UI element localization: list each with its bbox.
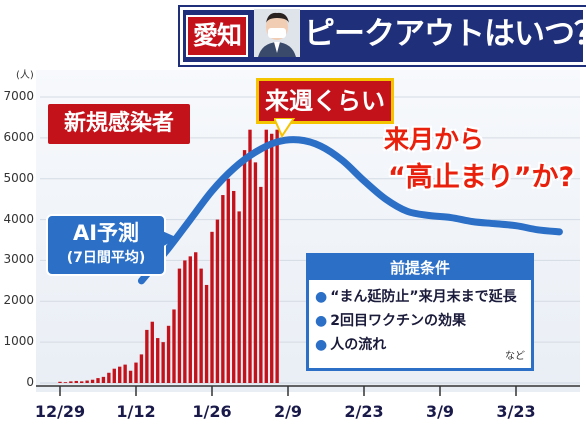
ai-subtitle: (7日間平均) (66, 250, 146, 266)
case-bar (166, 325, 171, 383)
case-bar (204, 284, 209, 383)
case-bar (253, 162, 258, 383)
condition-text: 人の流れ (330, 337, 387, 353)
case-bar (161, 342, 165, 383)
y-tick-label: 4000 (3, 211, 34, 226)
condition-item: ● 人の流れ (315, 337, 387, 353)
case-bar (242, 150, 247, 383)
case-bar (275, 129, 279, 383)
case-bar (150, 321, 154, 383)
case-bar (96, 378, 100, 383)
y-unit: (人) (16, 70, 34, 81)
x-tick-label: 2/23 (344, 402, 384, 421)
x-tick-label: 2/9 (273, 402, 303, 421)
case-bar (101, 376, 106, 383)
case-bar (118, 366, 122, 383)
case-bar (259, 186, 263, 383)
ai-title: AI予測 (72, 221, 140, 245)
y-tick-label: 2000 (3, 293, 34, 308)
condition-text: 2回目ワクチンの効果 (330, 313, 466, 329)
case-bar (248, 129, 252, 383)
case-bar (199, 268, 203, 383)
case-bar (80, 381, 84, 383)
case-bar (221, 195, 225, 383)
page-title: ピークアウトはいつ？ (304, 16, 586, 52)
case-bar (194, 252, 198, 383)
y-tick-label: 5000 (3, 170, 34, 185)
peak-callout-pointer (274, 118, 296, 138)
next-month-text: 来月から (384, 125, 485, 154)
x-tick-label: 12/29 (34, 402, 86, 421)
x-tick-label: 1/12 (116, 402, 156, 421)
condition-item: ● “まん延防止”来月末まで延長 (315, 289, 517, 305)
region-badge: 愛知 (186, 15, 248, 57)
conditions-etc: など (505, 351, 525, 362)
case-bar (215, 219, 220, 383)
case-bar (69, 381, 73, 383)
y-tick-label: 1000 (3, 334, 34, 349)
case-bar (270, 133, 274, 383)
y-tick-label: 7000 (3, 89, 34, 103)
ai-prediction-line (137, 136, 563, 285)
case-bar (134, 362, 138, 383)
x-tick-label: 3/9 (425, 402, 455, 421)
condition-text: “まん延防止”来月末まで延長 (330, 289, 517, 305)
condition-item: ● 2回目ワクチンの効果 (315, 313, 466, 329)
case-bar (156, 338, 160, 383)
x-tick-label: 1/26 (192, 402, 232, 421)
y-tick-label: 3000 (3, 252, 34, 267)
ai-prediction-label: AI予測 (7日間平均) (46, 214, 166, 276)
case-bar (63, 382, 68, 383)
case-bar (226, 178, 230, 383)
case-bar (112, 368, 116, 383)
case-bar (188, 256, 192, 383)
plateau-text: “高止まり”か? (388, 162, 575, 193)
new-cases-label: 新規感染者 (48, 104, 190, 144)
case-bar (264, 129, 268, 383)
case-bar (177, 268, 182, 383)
conditions-title: 前提条件 (309, 256, 531, 280)
x-tick-marks (59, 386, 517, 396)
case-bar (139, 354, 144, 383)
case-bar (237, 211, 241, 383)
ai-label-pointer (160, 230, 178, 248)
peak-callout: 来週くらい (256, 78, 394, 124)
presenter-avatar (254, 9, 300, 57)
case-bar (183, 260, 187, 383)
case-bar (58, 381, 62, 383)
y-tick-label: 0 (26, 375, 34, 389)
case-bar (145, 329, 149, 383)
case-bar (123, 364, 127, 383)
case-bar (85, 380, 89, 383)
x-tick-label: 3/23 (496, 402, 536, 421)
case-bar (74, 380, 78, 383)
case-bar (90, 379, 95, 383)
y-tick-label: 6000 (3, 129, 34, 144)
conditions-panel: 前提条件 ● “まん延防止”来月末まで延長 ● 2回目ワクチンの効果 ● 人の流れ な… (306, 253, 534, 371)
case-bar (107, 372, 111, 383)
case-bar (128, 370, 133, 383)
case-bar (232, 190, 236, 383)
case-bar (210, 231, 214, 383)
case-bar (172, 309, 176, 383)
case-bars (58, 129, 279, 383)
